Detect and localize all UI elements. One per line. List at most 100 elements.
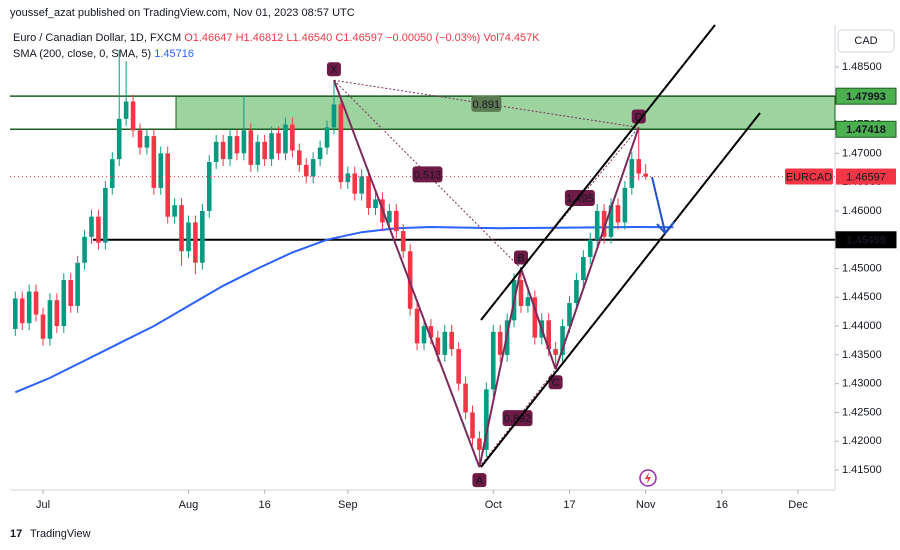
level-box [835, 87, 897, 105]
pattern-leg [554, 127, 640, 370]
candle-body [82, 236, 87, 263]
point-label: A [476, 475, 484, 487]
point-label: B [517, 252, 524, 264]
candle-body [227, 136, 233, 160]
sma-name: SMA (200, close, 0, SMA, 5) [13, 48, 151, 60]
pattern-leg [520, 268, 557, 370]
candle-body [130, 101, 136, 131]
candle-body [574, 280, 579, 304]
candle-body [587, 239, 593, 257]
candle-body [200, 210, 205, 263]
candle-body [594, 210, 600, 240]
candle-body [428, 326, 434, 338]
candle-body [622, 187, 628, 223]
ohlc-open: O1.46647 [184, 32, 232, 44]
y-tick-label: 1.44500 [842, 291, 882, 303]
y-tick-label: 1.47000 [842, 147, 882, 159]
pattern-ratio-line [479, 368, 557, 468]
pattern-leg [333, 79, 481, 468]
candle-body [400, 231, 406, 252]
y-tick-label: 1.42500 [842, 406, 882, 418]
x-tick-label: Dec [788, 499, 808, 511]
sma-value: 1.45716 [154, 48, 194, 60]
candle-body [193, 222, 198, 263]
candle-body [636, 159, 642, 174]
publisher: youssef_azat published on TradingView.co… [10, 7, 355, 19]
point-box [513, 250, 528, 265]
candle-body [151, 136, 157, 188]
point-box [326, 62, 341, 77]
ratio-box [471, 95, 502, 112]
candle-body [165, 153, 170, 217]
ratio-box [564, 189, 595, 206]
x-tick-label: 16 [259, 499, 271, 511]
candle-body [12, 298, 18, 329]
brand: TradingView [30, 528, 91, 540]
candle-body [89, 216, 94, 237]
level-label: 1.47418 [846, 124, 886, 136]
x-tick-label: 17 [563, 499, 575, 511]
candle-body [338, 104, 344, 183]
candle-body [310, 159, 316, 177]
candle-body [109, 159, 115, 188]
currency[interactable]: CAD [854, 35, 877, 47]
candle-body [317, 147, 323, 160]
logo-mark: 17 [10, 528, 22, 540]
level-box [835, 120, 897, 138]
candle-body [137, 130, 143, 148]
y-tick-label: 1.44000 [842, 320, 882, 332]
candle-body [179, 205, 184, 252]
candle-body [61, 280, 67, 327]
candle-body [75, 262, 80, 306]
point-label: X [330, 64, 338, 76]
candle-body [407, 251, 413, 309]
candle-body [331, 104, 337, 128]
candle-body [269, 133, 274, 160]
channel-upper [480, 24, 716, 321]
ohlc-low: L1.46540 [286, 32, 332, 44]
symbol: Euro / Canadian Dollar, 1D, FXCM [13, 32, 181, 44]
y-tick-label: 1.45000 [842, 262, 882, 274]
candle-body [546, 320, 551, 350]
point-box [548, 375, 563, 390]
last-price-label: 1.46597 [846, 171, 886, 183]
x-tick-label: Nov [636, 499, 656, 511]
candle-body [213, 141, 219, 162]
y-tick-label: 1.43500 [842, 349, 882, 361]
x-tick-label: Oct [485, 499, 502, 511]
candle-body [359, 176, 364, 194]
candle-body [470, 412, 475, 439]
ohlc-volume: Vol74.457K [483, 32, 540, 44]
x-tick-label: 16 [716, 499, 728, 511]
candle-body [567, 303, 572, 327]
candle-body [463, 383, 468, 413]
candle-body [19, 298, 25, 324]
pattern-ratio-line [520, 127, 640, 269]
ratio-label: 0.513 [414, 169, 442, 181]
candle-body [297, 150, 302, 165]
candle-body [234, 136, 240, 154]
y-tick-label: 1.48500 [842, 61, 882, 73]
candle-body [532, 297, 538, 338]
candle-body [525, 297, 531, 306]
candle-body [387, 210, 392, 223]
event-icon[interactable] [639, 469, 657, 487]
currency-box[interactable] [837, 29, 895, 53]
x-tick-label: Jul [36, 499, 50, 511]
candle-body [435, 337, 441, 355]
candle-body [560, 326, 565, 355]
level-box [835, 231, 897, 249]
ratio-label: 0.891 [473, 99, 501, 111]
candle-body [303, 164, 309, 177]
point-box [472, 473, 487, 488]
supply-zone [175, 95, 836, 130]
ratio-box [502, 410, 533, 427]
candle-body [158, 153, 164, 188]
channel-lower [480, 112, 761, 468]
legend-line: Euro / Canadian Dollar, 1D, FXCM O1.4664… [13, 32, 540, 44]
candle-body [103, 187, 108, 243]
ohlc-high: H1.46812 [236, 32, 284, 44]
sma-line [14, 225, 674, 394]
